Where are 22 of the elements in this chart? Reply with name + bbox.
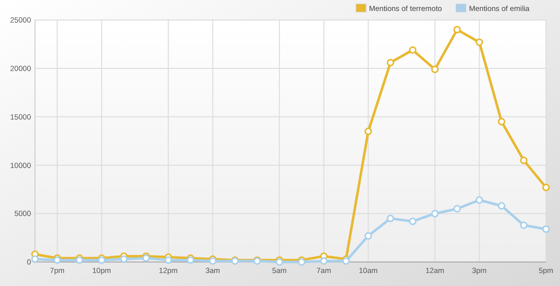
point bbox=[31, 255, 39, 263]
point bbox=[498, 202, 506, 210]
point bbox=[164, 256, 172, 264]
point bbox=[542, 184, 550, 192]
point bbox=[453, 26, 461, 34]
point bbox=[320, 257, 328, 265]
point bbox=[476, 38, 484, 46]
point bbox=[520, 221, 528, 229]
point bbox=[498, 118, 506, 126]
point bbox=[364, 128, 372, 136]
point bbox=[520, 156, 528, 164]
point bbox=[364, 232, 372, 240]
point bbox=[386, 214, 394, 222]
point bbox=[408, 218, 416, 226]
point bbox=[386, 58, 394, 66]
point bbox=[408, 46, 416, 54]
point bbox=[542, 225, 550, 233]
point bbox=[431, 66, 439, 74]
point bbox=[476, 196, 484, 204]
point bbox=[453, 205, 461, 213]
point bbox=[120, 255, 128, 263]
point bbox=[431, 210, 439, 218]
